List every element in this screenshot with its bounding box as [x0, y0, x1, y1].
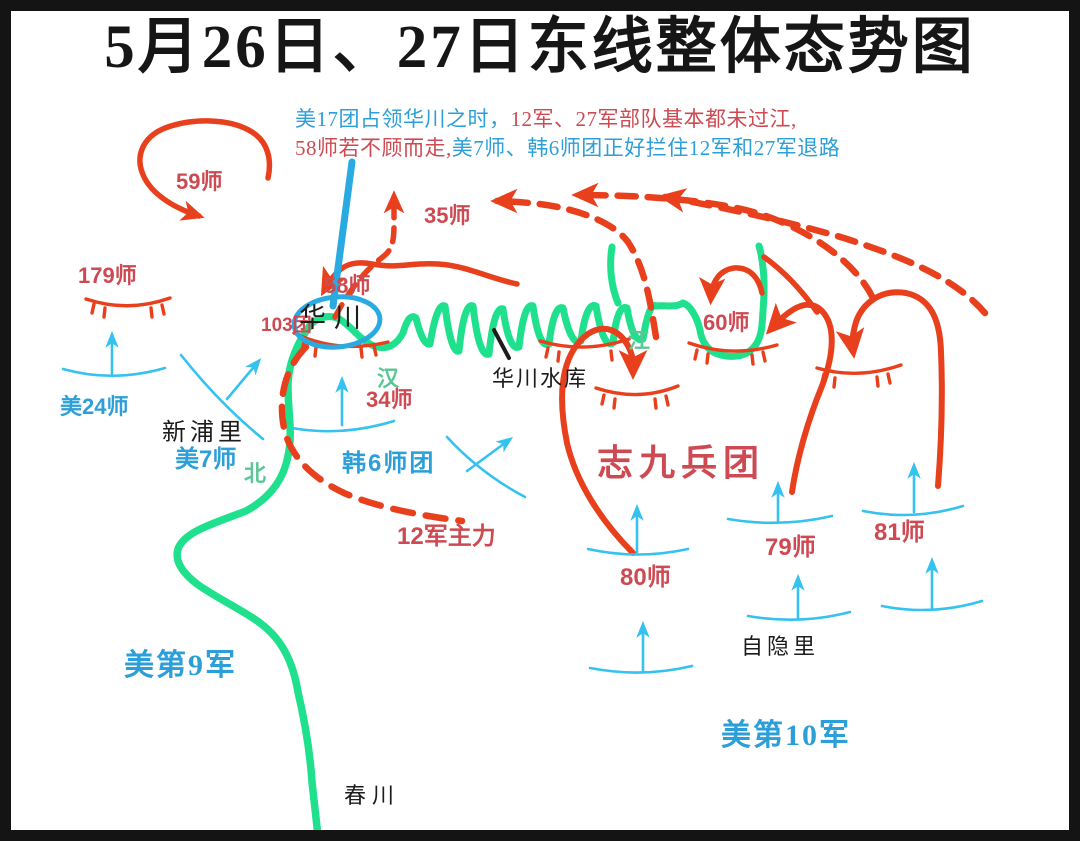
unit-label-79shi: 79师 [765, 534, 816, 561]
unit-label-179shi: 179师 [78, 263, 137, 288]
river-reservoir-squiggle [307, 242, 768, 360]
place-label-ziyinli: 自隐里 [741, 634, 820, 659]
un-position-symbol-mei24 [61, 330, 167, 378]
unit-label-12jun-main: 12军主力 [397, 523, 496, 550]
dashed-arrow-35-north [332, 190, 405, 320]
river-bukhan-main [173, 320, 322, 840]
unit-label-58shi: 58师 [324, 273, 371, 298]
hook-arrow-east-2 [835, 289, 945, 489]
unit-label-35shi: 35师 [424, 203, 471, 228]
reservoir-pointer-line [492, 328, 511, 360]
place-label-chunchuan: 春川 [344, 783, 401, 808]
annotation-line1-blue: 美17团占领华川之时， [295, 107, 511, 131]
page-title: 5月26日、27日东线整体态势图 [104, 14, 976, 81]
unit-label-mei10jun: 美第10军 [721, 719, 851, 752]
un-position-symbol-81-lower [880, 556, 984, 612]
annotation-line-2: 58师若不顾而走,美7师、韩6师团正好拦住12军和27军退路 [295, 137, 840, 159]
dashed-retreat-arrow-west-1 [490, 188, 660, 341]
unit-label-60shi: 60师 [703, 310, 750, 335]
hook-arrow-zhijiu-west [559, 325, 648, 556]
dashed-retreat-arrow-west-2 [571, 182, 877, 302]
annotation-line2-red: 58师若不顾而走, [295, 136, 452, 160]
unit-label-103tuan: 103团 [261, 315, 312, 336]
un-position-symbol-80-lower [588, 620, 694, 674]
defense-line-60 [687, 341, 779, 366]
un-position-symbol-79-upper [726, 480, 834, 525]
place-label-huachuan-reservoir: 华川水库 [492, 366, 589, 391]
defense-line-jiang [594, 384, 680, 410]
un-position-symbol-81-upper [861, 461, 965, 517]
un-position-symbol-34area [290, 375, 396, 433]
unit-label-zhijiu-bingtuan: 志九兵团 [597, 442, 766, 483]
annotation-line2-blue: 美7师、韩6师团正好拦住12军和27军退路 [451, 136, 841, 160]
dashed-retreat-arrow-west-3 [658, 188, 989, 317]
river-label-han: 汉 [377, 366, 400, 391]
annotation-line1-red: 12军、27军部队基本都未过江, [510, 107, 797, 131]
defense-line-179 [84, 296, 172, 319]
river-label-bei: 北 [244, 461, 267, 486]
place-label-huachuan: 华川 [299, 303, 369, 333]
unit-label-mei9jun: 美第9军 [124, 649, 237, 682]
unit-label-34shi: 34师 [366, 387, 413, 412]
annotation-line-1: 美17团占领华川之时，12军、27军部队基本都未过江, [295, 108, 797, 130]
river-branch-north [607, 243, 622, 307]
unit-label-mei7shi: 美7师 [175, 446, 237, 473]
river-label-jiang: 江 [628, 328, 651, 353]
attack-arrow-58-into-huachuan [320, 260, 520, 297]
annotation-pointer-line [329, 158, 356, 310]
hook-arrow-60-arch [699, 265, 765, 306]
un-position-symbol-han6 [445, 435, 527, 499]
un-position-symbol-80-upper [586, 503, 690, 556]
un-position-symbol-mei7 [179, 353, 265, 441]
defense-line-jiang-west [538, 337, 631, 363]
dashed-route-12army-main [278, 343, 466, 525]
division-59-loop-arrow [137, 118, 273, 221]
place-label-xinpuli: 新浦里 [162, 420, 246, 446]
un-position-symbol-79-lower [746, 573, 852, 621]
unit-label-80shi: 80师 [620, 564, 671, 591]
unit-label-81shi: 81师 [874, 519, 925, 546]
unit-label-han6shituan: 韩6师团 [342, 450, 436, 477]
unit-label-mei24shi: 美24师 [60, 394, 129, 419]
hook-arrow-east-1 [765, 301, 835, 495]
unit-label-59shi: 59师 [176, 169, 223, 194]
